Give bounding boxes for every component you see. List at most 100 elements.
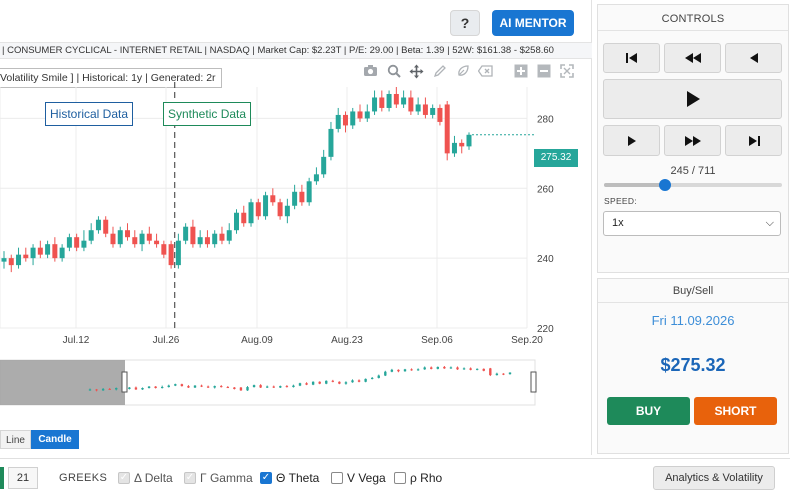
navigator-candle [338,381,341,384]
ai-mentor-button[interactable]: AI MENTOR [492,10,574,36]
candle-body [81,240,87,248]
analytics-volatility-button[interactable]: Analytics & Volatility [653,466,775,490]
candlestick-chart[interactable]: 2202402602808Jul.12Jul.26Aug.09Aug.23Sep… [0,60,592,360]
candle-body [444,104,450,154]
candle-body [59,247,65,259]
play-button[interactable] [603,79,782,119]
rho-checkbox[interactable] [394,472,406,484]
candle-body [30,247,36,259]
navigator-candle [95,389,98,391]
candle-body [408,97,414,112]
theta-checkbox[interactable]: ✓ [260,472,272,484]
x-tick-label: Jul.12 [63,335,90,346]
camera-icon[interactable] [362,64,379,81]
candle-body [277,202,283,217]
candle-body [23,254,29,259]
short-button[interactable]: SHORT [694,397,777,425]
delta-checkbox[interactable]: ✓ [118,472,130,484]
chart-title: Volatility Smile ] | Historical: 1y | Ge… [0,68,222,88]
erase-icon[interactable] [454,64,471,81]
skip-to-start-button[interactable] [603,43,660,73]
autoscale-icon[interactable] [558,63,575,81]
navigator-candle [239,387,243,391]
candle-body [393,93,399,105]
x-tick-label: Sep.20 [511,335,543,346]
greek-vega[interactable]: V Vega [331,470,386,486]
playback-slider[interactable] [604,179,782,191]
navigator-candle [390,369,394,372]
navigator-candle [482,368,485,371]
greek-delta[interactable]: ✓ Δ Delta [118,470,173,486]
navigator-candle [384,371,387,376]
step-back-icon [749,53,758,63]
buy-sell-panel: Buy/Sell Fri 11.09.2026 $275.32 BUY SHOR… [597,278,789,454]
candle-body [197,237,203,245]
candle-body [335,114,341,129]
candle-body [146,233,152,241]
candle-body [183,226,189,241]
candle-body [139,233,145,245]
fast-forward-icon [684,135,701,146]
candle-body [103,219,109,234]
line-toggle[interactable]: Line [0,430,31,449]
zoom-in-icon[interactable] [512,64,529,81]
step-back-button[interactable] [725,43,782,73]
candle-body [226,230,232,241]
greek-rho[interactable]: ρ Rho [394,470,442,486]
speed-value: 1x [612,217,624,229]
step-forward-button[interactable] [603,125,660,156]
playback-slider-thumb[interactable] [659,179,672,191]
navigator-candle [298,383,302,386]
navigator-candle [174,384,177,386]
chevron-down-icon: ⌵ [765,217,774,229]
candle-body [1,258,7,262]
navigator-candle [377,375,380,378]
navigator-candle [469,368,472,370]
greek-theta[interactable]: ✓ Θ Theta [260,470,319,486]
dte-accent [0,467,4,489]
dte-input[interactable]: 21 [8,467,38,489]
navigator-candle [134,387,138,390]
fast-forward-button[interactable] [664,125,721,156]
candle-body [437,107,443,122]
zoom-out-icon[interactable] [535,64,552,81]
greek-gamma[interactable]: ✓ Γ Gamma [184,470,253,486]
navigator-candle [233,387,236,389]
candle-toggle[interactable]: Candle [31,430,79,449]
navigator-candle [416,369,420,371]
buy-button[interactable]: BUY [607,397,690,425]
candle-body [204,237,210,245]
y-tick-label: 220 [537,324,554,335]
controls-title: CONTROLS [598,5,788,31]
help-button[interactable]: ? [450,10,480,36]
speed-select[interactable]: 1x ⌵ [603,211,781,236]
rewind-icon [684,53,701,63]
rewind-button[interactable] [664,43,721,73]
skip-to-end-button[interactable] [725,125,782,156]
navigator-candle [279,386,282,388]
draw-line-icon[interactable] [431,64,448,81]
candle-body [284,205,290,217]
navigator-candle [128,387,131,389]
candle-body [292,191,298,206]
navigator-candle [449,367,453,369]
navigator-candle [252,385,256,388]
navigator-candle [115,388,118,390]
range-navigator[interactable] [0,358,540,406]
clear-icon[interactable] [477,64,494,81]
navigator-candle [331,380,335,382]
navigator-candle [259,385,262,388]
candle-body [350,111,356,126]
navigator-candle [357,380,361,382]
navigator-candle [147,386,151,388]
zoom-icon[interactable] [385,64,402,81]
candle-body [270,195,276,203]
greeks-label: GREEKS [59,472,108,484]
candle-body [212,233,218,245]
navigator-candle [108,388,111,390]
pan-icon[interactable] [408,64,425,81]
candle-body [88,230,94,241]
trade-price: $275.32 [660,355,726,375]
vega-checkbox[interactable] [331,472,343,484]
gamma-checkbox[interactable]: ✓ [184,472,196,484]
